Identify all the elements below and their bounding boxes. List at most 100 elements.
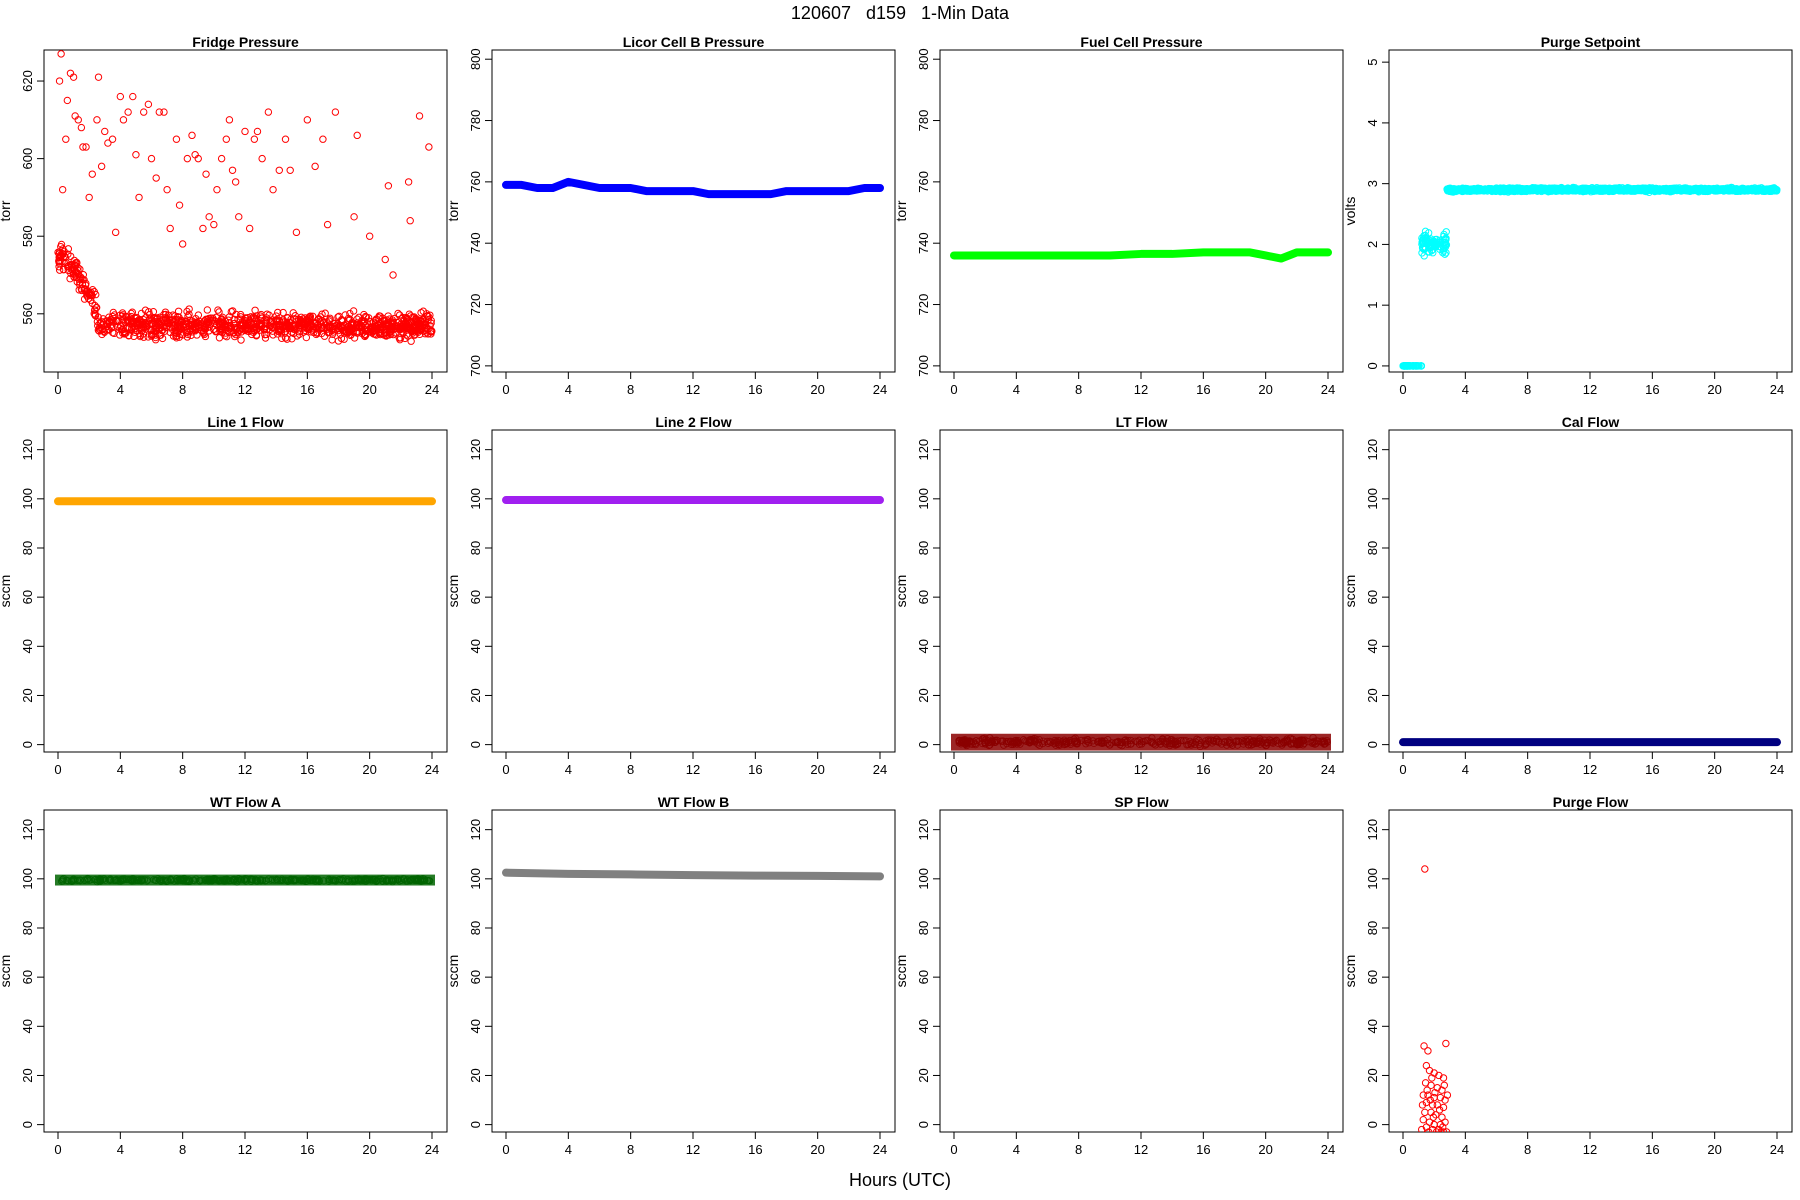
series-point	[1424, 1047, 1432, 1055]
series-point	[1071, 734, 1079, 742]
series-point	[174, 316, 183, 324]
y-tick-label: 20	[1365, 1068, 1380, 1082]
series-point	[62, 135, 70, 143]
series-point	[1421, 234, 1429, 243]
series-point	[81, 876, 89, 885]
series-point	[302, 333, 311, 342]
x-tick-label: 24	[1770, 382, 1784, 397]
series-point	[955, 736, 963, 744]
series-point	[279, 308, 287, 317]
series-point	[289, 323, 298, 331]
series-point	[375, 314, 383, 322]
series-point	[1016, 740, 1024, 748]
series-point	[241, 127, 249, 136]
y-tick-label: 0	[20, 741, 35, 748]
panel-title: Purge Setpoint	[1541, 34, 1641, 50]
series-point	[88, 299, 97, 308]
data-layer	[951, 733, 1331, 751]
series-point	[1535, 186, 1543, 194]
x-tick-label: 12	[686, 1142, 700, 1157]
series-point	[967, 740, 975, 748]
series-point	[166, 328, 174, 337]
series-point	[133, 317, 141, 326]
y-tick-label: 120	[1365, 819, 1380, 841]
series-point	[1499, 186, 1507, 194]
series-point	[1054, 736, 1062, 745]
x-tick-label: 8	[179, 1142, 186, 1157]
series-point	[86, 291, 95, 299]
series-point	[113, 317, 122, 326]
series-point	[233, 878, 241, 886]
series-point	[58, 877, 66, 885]
y-tick-label: 120	[20, 819, 35, 841]
series-point	[269, 331, 277, 339]
series-point	[1169, 740, 1178, 748]
series-point	[186, 316, 194, 324]
series-point	[376, 312, 384, 320]
series-point	[404, 332, 412, 340]
series-point	[1441, 250, 1449, 258]
y-tick-label: 80	[20, 541, 35, 555]
series-point	[1681, 186, 1690, 195]
series-point	[278, 334, 286, 343]
series-point	[203, 306, 212, 314]
series-point	[76, 877, 84, 885]
y-tick-label: 560	[20, 303, 35, 325]
y-tick-label: 0	[468, 741, 483, 748]
series-point	[80, 295, 89, 303]
series-point	[313, 321, 322, 329]
series-point	[329, 876, 337, 884]
series-point	[1422, 244, 1430, 253]
y-tick-label: 80	[20, 921, 35, 935]
series-point	[1747, 185, 1756, 193]
series-point	[157, 323, 165, 331]
x-tick-label: 0	[1399, 762, 1406, 777]
series-point	[295, 328, 303, 336]
x-tick-label: 4	[1462, 762, 1469, 777]
series-point	[227, 307, 236, 316]
series-point	[362, 313, 371, 322]
series-point	[1489, 185, 1498, 194]
series-point	[1227, 740, 1235, 748]
panel-title: Cal Flow	[1562, 414, 1620, 430]
series-point	[1420, 252, 1428, 260]
y-tick-label: 100	[916, 868, 931, 890]
series-point	[1442, 1039, 1450, 1048]
series-point	[124, 108, 132, 116]
series-point	[1044, 739, 1052, 747]
x-tick-label: 20	[362, 382, 376, 397]
series-point	[1729, 186, 1737, 194]
series-point	[1160, 738, 1168, 746]
series-point	[426, 877, 434, 885]
x-tick-label: 4	[1013, 762, 1020, 777]
series-point	[1062, 737, 1070, 746]
data-layer	[55, 874, 435, 886]
series-point	[1118, 738, 1126, 746]
series-point	[204, 319, 213, 327]
series-point	[290, 315, 299, 323]
series-point	[1431, 1088, 1439, 1097]
x-axis-label: Hours (UTC)	[849, 1170, 951, 1190]
series-point	[151, 336, 160, 344]
series-point	[1425, 1128, 1433, 1132]
x-tick-label: 8	[1524, 1142, 1531, 1157]
series-point	[1195, 740, 1203, 749]
series-point	[1660, 186, 1668, 194]
series-point	[1547, 186, 1555, 194]
series-point	[228, 307, 237, 315]
y-tick-label: 40	[916, 1019, 931, 1033]
y-tick-label: 40	[916, 639, 931, 653]
series-point	[159, 876, 167, 884]
series-point	[160, 310, 168, 319]
series-point	[1415, 362, 1423, 370]
series-point	[103, 317, 112, 325]
y-tick-label: 80	[1365, 541, 1380, 555]
series-point	[421, 330, 429, 338]
series-point	[1147, 738, 1155, 746]
y-tick-label: 100	[468, 488, 483, 510]
series-point	[129, 92, 137, 101]
series-point	[223, 332, 231, 341]
series-point	[1287, 739, 1295, 747]
series-point	[957, 740, 965, 748]
series-point	[274, 876, 282, 884]
